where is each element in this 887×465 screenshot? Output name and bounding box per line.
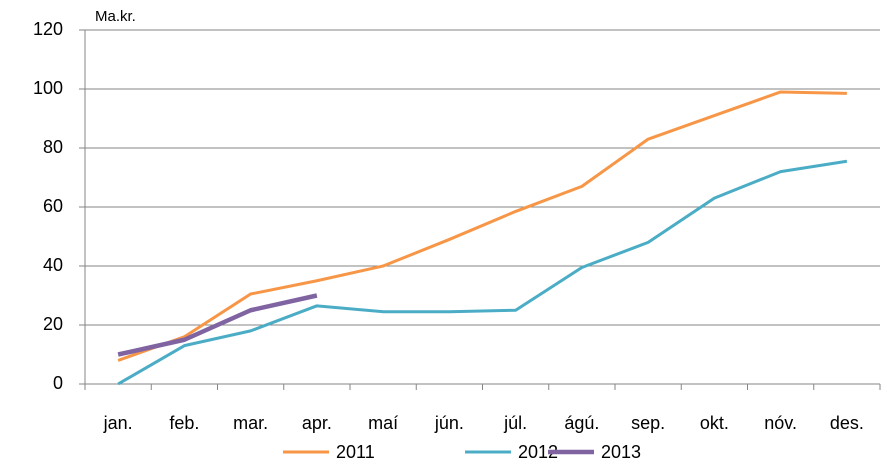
y-tick-label: 80 — [43, 137, 63, 157]
x-tick-label: nóv. — [764, 413, 797, 433]
y-tick-label: 100 — [33, 78, 63, 98]
x-tick-label: ágú. — [564, 413, 599, 433]
x-tick-label: sep. — [631, 413, 665, 433]
x-tick-label: jún. — [434, 413, 464, 433]
x-tick-label: apr. — [302, 413, 332, 433]
series-line — [117, 293, 318, 357]
legend-label: 2013 — [601, 442, 641, 462]
legend-label: 2011 — [336, 442, 375, 462]
x-tick-label: jan. — [103, 413, 133, 433]
y-tick-label: 20 — [43, 314, 63, 334]
x-tick-label: mar. — [233, 413, 268, 433]
y-tick-label: 60 — [43, 196, 63, 216]
y-tick-label: 0 — [53, 373, 63, 393]
y-tick-label: 40 — [43, 255, 63, 275]
x-tick-label: des. — [830, 413, 864, 433]
unit-label: Ma.kr. — [95, 8, 136, 25]
x-tick-label: feb. — [169, 413, 199, 433]
x-tick-label: maí — [368, 413, 398, 433]
x-tick-label: okt. — [700, 413, 729, 433]
series-line — [117, 159, 848, 386]
x-tick-label: júl. — [503, 413, 527, 433]
series-line — [117, 90, 847, 362]
y-tick-label: 120 — [33, 19, 63, 39]
legend-label: 2012 — [518, 442, 558, 462]
